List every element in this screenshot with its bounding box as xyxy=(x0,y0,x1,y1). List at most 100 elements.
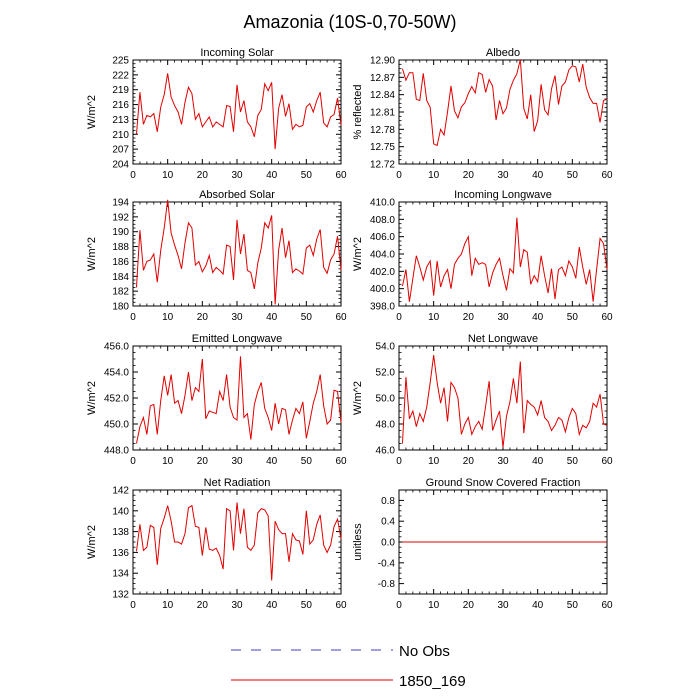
x-tick-label: 60 xyxy=(601,312,613,323)
panel: Net Longwave W/m^2 46.0 48.0 50.0 52.0 54.0 0 10… xyxy=(352,333,613,467)
y-tick-label: 194 xyxy=(112,198,129,209)
legend: No Obs 1850_169 xyxy=(231,643,466,690)
y-tick-label: -0.4 xyxy=(378,558,396,569)
y-tick-label: 0.4 xyxy=(381,517,395,528)
y-tick-label: 182 xyxy=(112,287,129,298)
x-tick-label: 50 xyxy=(567,170,579,181)
y-tick-label: 186 xyxy=(112,257,129,268)
x-tick-label: 30 xyxy=(497,170,509,181)
series-line xyxy=(401,217,608,302)
series-line xyxy=(135,73,342,150)
x-tick-label: 10 xyxy=(162,600,174,611)
x-tick-label: 10 xyxy=(428,170,440,181)
y-tick-label: 12.75 xyxy=(370,142,395,153)
x-tick-label: 0 xyxy=(130,600,136,611)
y-tick-label: 456.0 xyxy=(104,342,129,353)
y-tick-label: 188 xyxy=(112,242,129,253)
y-tick-label: 132 xyxy=(112,590,129,601)
x-tick-label: 40 xyxy=(532,456,544,467)
y-tick-label: 134 xyxy=(112,569,129,580)
legend-label: 1850_169 xyxy=(399,673,466,690)
x-tick-label: 60 xyxy=(335,170,347,181)
y-axis-label: % reflected xyxy=(352,84,364,139)
y-tick-label: 408.0 xyxy=(370,215,395,226)
y-tick-label: 138 xyxy=(112,527,129,538)
x-tick-label: 30 xyxy=(497,312,509,323)
y-axis-label: W/m^2 xyxy=(86,381,98,415)
x-tick-label: 20 xyxy=(197,600,209,611)
y-tick-label: 410.0 xyxy=(370,198,395,209)
y-tick-label: 48.0 xyxy=(376,420,396,431)
series-line xyxy=(135,356,342,444)
legend-entry: 1850_169 xyxy=(231,673,466,690)
panel: Ground Snow Covered Fraction unitless -0.8… xyxy=(352,477,613,611)
y-tick-label: 398.0 xyxy=(370,302,395,313)
y-tick-label: 0.8 xyxy=(381,496,395,507)
x-tick-label: 40 xyxy=(266,170,278,181)
x-tick-label: 0 xyxy=(396,456,402,467)
x-tick-label: 20 xyxy=(463,456,475,467)
y-tick-label: 204 xyxy=(112,160,129,171)
x-tick-label: 40 xyxy=(532,312,544,323)
x-tick-label: 10 xyxy=(162,456,174,467)
panel-title: Absorbed Solar xyxy=(199,189,275,201)
x-tick-label: 40 xyxy=(532,600,544,611)
x-tick-label: 30 xyxy=(231,456,243,467)
y-tick-label: 50.0 xyxy=(376,394,396,405)
panel-title: Incoming Solar xyxy=(200,47,274,59)
y-tick-label: 12.81 xyxy=(370,108,395,119)
x-tick-label: 50 xyxy=(301,312,313,323)
x-tick-label: 0 xyxy=(130,456,136,467)
y-tick-label: 406.0 xyxy=(370,232,395,243)
y-tick-label: 225 xyxy=(112,56,129,67)
x-tick-label: 60 xyxy=(335,456,347,467)
x-tick-label: 20 xyxy=(463,312,475,323)
panel: Emitted Longwave W/m^2 448.0 450.0 452.0 454.… xyxy=(86,333,347,467)
x-tick-label: 30 xyxy=(497,600,509,611)
panel: Net Radiation W/m^2 132 134 136 138 140 142 0 10 2… xyxy=(86,477,347,611)
x-tick-label: 10 xyxy=(428,600,440,611)
y-tick-label: 402.0 xyxy=(370,267,395,278)
series-line xyxy=(401,355,608,448)
x-tick-label: 30 xyxy=(231,312,243,323)
plot-frame xyxy=(132,59,342,165)
panel: Absorbed Solar W/m^2 180 182 184 186 188 190 192… xyxy=(86,189,347,323)
x-tick-label: 40 xyxy=(266,312,278,323)
y-tick-label: 12.84 xyxy=(370,90,395,101)
y-tick-label: 207 xyxy=(112,145,129,156)
x-tick-label: 30 xyxy=(231,170,243,181)
panel: Incoming Solar W/m^2 204 207 210 213 216 219 222… xyxy=(86,47,347,181)
x-tick-label: 50 xyxy=(301,600,313,611)
y-tick-label: 0.0 xyxy=(381,538,395,549)
y-tick-label: 192 xyxy=(112,212,129,223)
y-tick-label: 12.72 xyxy=(370,160,395,171)
x-tick-label: 0 xyxy=(396,600,402,611)
y-tick-label: 136 xyxy=(112,548,129,559)
x-tick-label: 10 xyxy=(428,456,440,467)
x-tick-label: 40 xyxy=(532,170,544,181)
x-tick-label: 40 xyxy=(266,456,278,467)
y-tick-label: -0.8 xyxy=(378,579,396,590)
panel-title: Net Radiation xyxy=(204,477,271,489)
y-tick-label: 213 xyxy=(112,115,129,126)
panel-title: Albedo xyxy=(486,47,520,59)
y-tick-label: 184 xyxy=(112,272,129,283)
y-tick-label: 400.0 xyxy=(370,284,395,295)
x-tick-label: 10 xyxy=(162,312,174,323)
x-tick-label: 0 xyxy=(130,312,136,323)
y-tick-label: 454.0 xyxy=(104,368,129,379)
panel: Albedo % reflected 12.72 12.75 12.78 12.81 12.… xyxy=(352,47,613,181)
y-tick-label: 210 xyxy=(112,130,129,141)
y-tick-label: 180 xyxy=(112,302,129,313)
y-tick-label: 404.0 xyxy=(370,250,395,261)
y-tick-label: 452.0 xyxy=(104,394,129,405)
panels: Incoming Solar W/m^2 204 207 210 213 216 219 222… xyxy=(86,47,613,611)
x-tick-label: 60 xyxy=(601,170,613,181)
plot-frame xyxy=(398,201,608,307)
x-tick-label: 20 xyxy=(197,456,209,467)
y-tick-label: 142 xyxy=(112,486,129,497)
x-tick-label: 50 xyxy=(301,170,313,181)
x-tick-label: 0 xyxy=(396,312,402,323)
x-tick-label: 50 xyxy=(301,456,313,467)
